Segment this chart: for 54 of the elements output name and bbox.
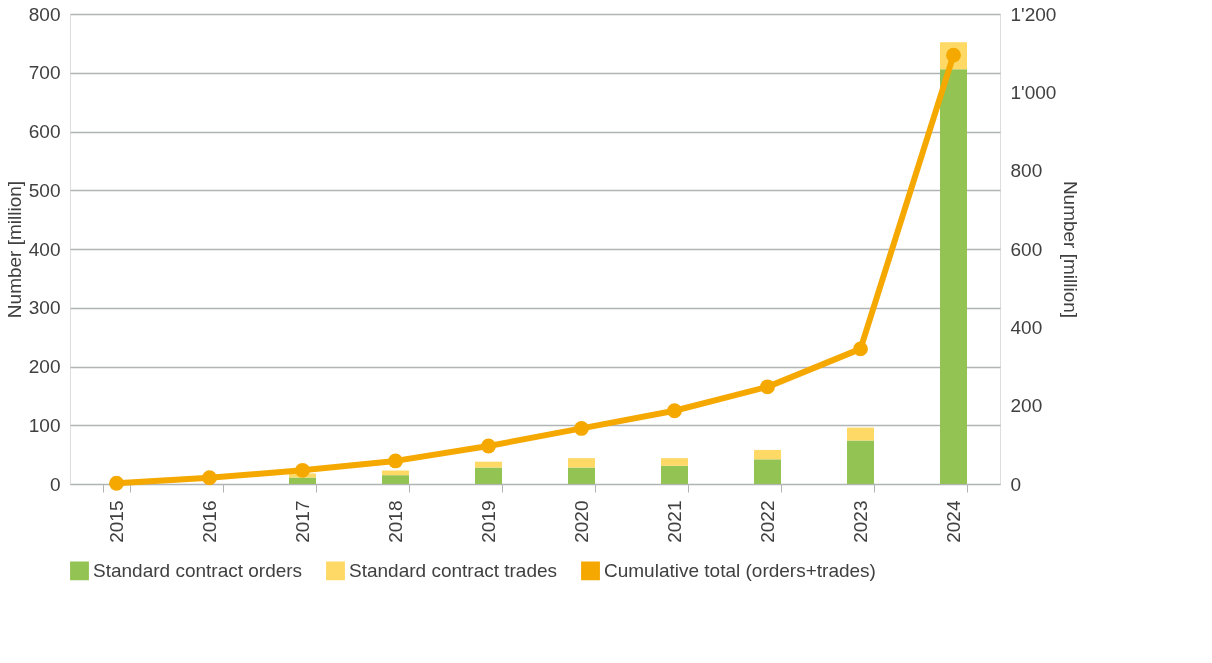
y2-tick-label: 800 — [1010, 160, 1043, 182]
y-tick-label: 600 — [28, 121, 61, 142]
y-tick-label: 100 — [28, 414, 61, 436]
bar — [382, 475, 409, 484]
y2-tick-label: 200 — [1010, 395, 1043, 417]
point — [574, 420, 589, 436]
point — [388, 453, 403, 469]
x-tick-label: 2018 — [385, 500, 406, 543]
y2-axis-title: Number [million] — [1060, 180, 1082, 319]
point — [295, 462, 310, 478]
y2-tick-label: 400 — [1010, 316, 1043, 338]
y2-tick-label: 600 — [1010, 238, 1043, 260]
y-tick-label: 400 — [28, 238, 61, 260]
bar — [847, 440, 874, 484]
y-tick-label: 700 — [28, 62, 61, 84]
y-tick-label: 200 — [28, 356, 61, 377]
y-tick-label: 500 — [28, 179, 61, 201]
bar — [940, 69, 967, 484]
y2-tick-label: 1'200 — [1010, 3, 1057, 25]
point — [667, 403, 682, 419]
x-tick-label: 2023 — [850, 500, 871, 543]
x-tick-label: 2017 — [292, 500, 313, 543]
x-tick-label: 2016 — [199, 500, 220, 543]
bar — [661, 458, 688, 466]
legend-label: Standard contract trades — [349, 559, 558, 581]
bar — [568, 458, 595, 468]
legend-label: Cumulative total (orders+trades) — [604, 559, 876, 581]
x-tick-label: 2020 — [571, 500, 592, 543]
legend-label: Standard contract orders — [93, 559, 303, 581]
x-tick-label: 2022 — [757, 500, 778, 543]
x-tick-label: 2015 — [106, 500, 127, 543]
point — [481, 438, 496, 454]
x-tick-label: 2019 — [478, 500, 499, 543]
bar — [475, 467, 502, 484]
x-tick-label: 2024 — [943, 500, 964, 543]
bar — [475, 461, 502, 468]
y2-tick-label: 1'000 — [1010, 81, 1057, 103]
bar — [847, 427, 874, 441]
point — [109, 475, 124, 491]
y-tick-label: 300 — [28, 297, 61, 319]
x-tick-label: 2021 — [664, 500, 685, 543]
bar — [568, 467, 595, 484]
point — [853, 341, 868, 357]
bar — [289, 477, 316, 484]
y-axis-title: Number [million] — [3, 180, 25, 319]
y-tick-label: 0 — [49, 473, 61, 495]
y2-tick-label: 0 — [1010, 473, 1022, 495]
point — [760, 379, 775, 395]
bar — [661, 465, 688, 484]
bar — [754, 449, 781, 460]
bar — [754, 459, 781, 484]
y-tick-label: 800 — [28, 3, 61, 25]
point — [202, 470, 217, 486]
bar — [382, 470, 409, 476]
